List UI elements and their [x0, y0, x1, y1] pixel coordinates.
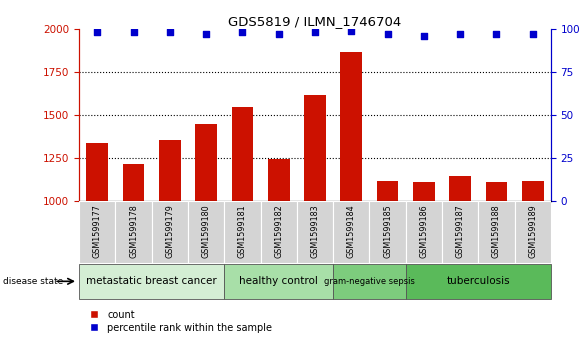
- Bar: [377, 181, 398, 201]
- Legend: count, percentile rank within the sample: count, percentile rank within the sample: [84, 310, 272, 333]
- Bar: [261, 201, 297, 263]
- Bar: [152, 201, 188, 263]
- Point: [455, 31, 465, 37]
- Bar: [188, 201, 224, 263]
- Text: GSM1599185: GSM1599185: [383, 204, 392, 258]
- Bar: [369, 201, 406, 263]
- Text: GSM1599183: GSM1599183: [311, 204, 319, 258]
- Point: [93, 30, 102, 36]
- Bar: [224, 264, 333, 299]
- Bar: [224, 201, 261, 263]
- Bar: [486, 182, 507, 201]
- Bar: [515, 201, 551, 263]
- Bar: [79, 264, 224, 299]
- Text: GSM1599180: GSM1599180: [202, 204, 210, 258]
- Text: GSM1599178: GSM1599178: [129, 204, 138, 258]
- Bar: [406, 264, 551, 299]
- Point: [528, 31, 537, 37]
- Point: [383, 31, 392, 37]
- Text: GSM1599177: GSM1599177: [93, 204, 102, 258]
- Text: GSM1599186: GSM1599186: [420, 204, 428, 258]
- Title: GDS5819 / ILMN_1746704: GDS5819 / ILMN_1746704: [229, 15, 401, 28]
- Point: [274, 31, 284, 37]
- Bar: [449, 176, 471, 201]
- Point: [346, 28, 356, 34]
- Text: GSM1599189: GSM1599189: [528, 204, 537, 258]
- Point: [129, 30, 138, 36]
- Bar: [340, 52, 362, 201]
- Text: GSM1599181: GSM1599181: [238, 204, 247, 258]
- Point: [419, 33, 428, 39]
- Bar: [268, 159, 289, 201]
- Bar: [304, 95, 326, 201]
- Bar: [79, 201, 115, 263]
- Text: GSM1599182: GSM1599182: [274, 204, 283, 258]
- Point: [238, 30, 247, 36]
- Bar: [122, 163, 144, 201]
- Bar: [406, 201, 442, 263]
- Bar: [522, 181, 544, 201]
- Bar: [195, 124, 217, 201]
- Text: GSM1599184: GSM1599184: [347, 204, 356, 258]
- Text: metastatic breast cancer: metastatic breast cancer: [86, 276, 217, 286]
- Bar: [159, 140, 180, 201]
- Text: healthy control: healthy control: [239, 276, 318, 286]
- Bar: [413, 183, 435, 201]
- Bar: [297, 201, 333, 263]
- Text: gram-negative sepsis: gram-negative sepsis: [324, 277, 415, 286]
- Bar: [478, 201, 515, 263]
- Bar: [333, 264, 406, 299]
- Point: [202, 31, 211, 37]
- Text: disease state: disease state: [3, 277, 63, 286]
- Point: [492, 31, 501, 37]
- Point: [311, 30, 320, 36]
- Bar: [333, 201, 369, 263]
- Text: tuberculosis: tuberculosis: [447, 276, 510, 286]
- Bar: [115, 201, 152, 263]
- Bar: [86, 143, 108, 201]
- Bar: [442, 201, 478, 263]
- Point: [165, 30, 175, 36]
- Text: GSM1599188: GSM1599188: [492, 204, 501, 258]
- Bar: [231, 107, 253, 201]
- Text: GSM1599187: GSM1599187: [456, 204, 465, 258]
- Text: GSM1599179: GSM1599179: [165, 204, 174, 258]
